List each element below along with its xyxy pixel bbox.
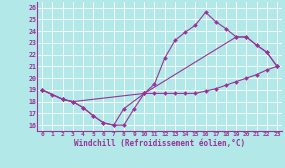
X-axis label: Windchill (Refroidissement éolien,°C): Windchill (Refroidissement éolien,°C) [74, 139, 245, 148]
